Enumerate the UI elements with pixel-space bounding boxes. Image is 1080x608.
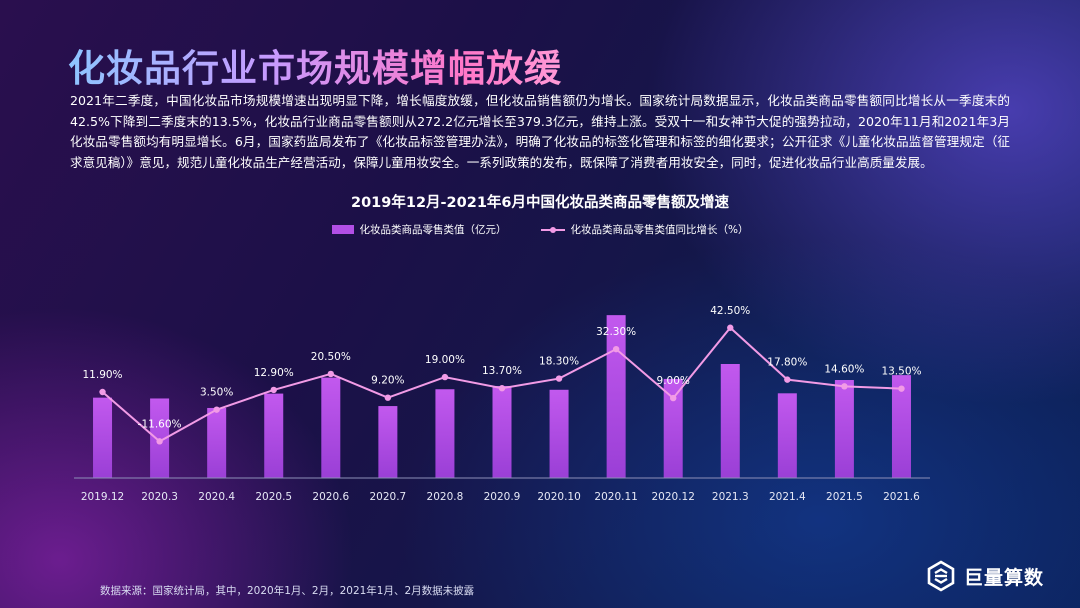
legend-item-bar: 化妆品类商品零售类值（亿元）: [331, 222, 507, 237]
x-tick-2020.7: 2020.7: [369, 491, 406, 503]
growth-label-2021.6: 13.50%: [881, 366, 921, 378]
x-tick-2021.4: 2021.4: [769, 491, 806, 503]
x-tick-2020.6: 2020.6: [312, 491, 349, 503]
legend-line-swatch: [540, 225, 565, 235]
growth-label-2021.5: 14.60%: [824, 363, 864, 375]
legend-bar-label: 化妆品类商品零售类值（亿元）: [359, 224, 507, 236]
x-axis-tick-labels: 2019.12 2020.3 2020.4 2020.5 2020.6 2020.7 202…: [81, 491, 920, 503]
growth-point-2020.4: [213, 406, 220, 413]
bar-2020.9: [492, 385, 512, 478]
brand-logo: 巨量算数: [926, 560, 1044, 592]
x-tick-2020.4: 2020.4: [198, 491, 235, 503]
growth-data-labels: 11.90% -11.60% 3.50% 12.90% 20.50% 9.20% 19.00…: [83, 305, 922, 431]
x-tick-2020.8: 2020.8: [427, 491, 464, 503]
growth-label-2021.4: 17.80%: [767, 357, 807, 369]
growth-label-2020.3: -11.60%: [138, 418, 182, 430]
growth-point-2021.4: [784, 376, 791, 383]
combo-chart: 11.90% -11.60% 3.50% 12.90% 20.50% 9.20% 19.00…: [74, 305, 930, 503]
growth-point-2020.6: [327, 370, 334, 378]
bar-2020.8: [435, 389, 455, 478]
bar-2020.7: [378, 406, 398, 478]
x-tick-2020.3: 2020.3: [141, 491, 178, 503]
growth-point-2021.6: [898, 385, 905, 392]
x-tick-2020.5: 2020.5: [255, 491, 292, 503]
brand-name: 巨量算数: [964, 566, 1045, 589]
bar-2021.3: [720, 364, 740, 478]
bar-2020.11: [606, 315, 626, 478]
growth-point-2020.5: [270, 386, 277, 394]
bar-2021.4: [777, 393, 797, 478]
growth-label-2020.9: 13.70%: [482, 365, 522, 377]
growth-label-2020.6: 20.50%: [311, 351, 351, 363]
growth-point-2020.7: [384, 394, 392, 401]
growth-label-2020.8: 19.00%: [425, 354, 465, 366]
growth-label-2021.3: 42.50%: [710, 305, 750, 317]
x-tick-2020.12: 2020.12: [651, 491, 694, 503]
bar-2020.10: [549, 389, 569, 478]
hexagon-logo-icon: [927, 560, 955, 592]
growth-label-2019.12: 11.90%: [83, 369, 123, 381]
growth-point-2019.12: [99, 388, 106, 396]
legend-bar-swatch: [331, 225, 354, 234]
growth-point-2020.3: [156, 438, 163, 445]
bar-2021.6: [891, 375, 911, 478]
growth-label-2020.11: 32.30%: [596, 326, 636, 338]
bar-2020.4: [207, 407, 227, 478]
growth-point-2020.11: [612, 345, 620, 353]
growth-point-2020.9: [498, 385, 506, 392]
x-tick-2019.12: 2019.12: [81, 491, 124, 503]
growth-label-2020.4: 3.50%: [200, 387, 233, 399]
x-tick-2020.11: 2020.11: [594, 491, 637, 503]
growth-point-2021.3: [727, 324, 734, 331]
intro-paragraph: 2021年二季度，中国化妆品市场规模增速出现明显下降，增长幅度放缓，但化妆品销售…: [70, 93, 1010, 170]
chart-legend: 化妆品类商品零售类值（亿元） 化妆品类商品零售类值同比增长（%）: [0, 222, 1080, 237]
x-tick-2020.9: 2020.9: [484, 491, 521, 503]
x-tick-2021.6: 2021.6: [883, 491, 920, 503]
bar-2021.5: [834, 380, 854, 478]
page-title: 化妆品行业市场规模增幅放缓: [68, 38, 562, 92]
growth-label-2020.7: 9.20%: [371, 375, 404, 387]
bar-2020.6: [321, 377, 341, 478]
growth-label-2020.12: 9.00%: [657, 375, 690, 387]
chart-title: 2019年12月-2021年6月中国化妆品类商品零售额及增速: [351, 195, 729, 211]
growth-point-2020.12: [670, 394, 677, 402]
growth-point-2020.10: [555, 375, 563, 382]
x-tick-2021.3: 2021.3: [712, 491, 749, 503]
bar-2020.12: [663, 378, 683, 478]
growth-label-2020.10: 18.30%: [539, 356, 579, 368]
bar-series: [93, 315, 911, 478]
x-tick-2021.5: 2021.5: [826, 491, 863, 503]
bar-2020.5: [264, 393, 284, 478]
growth-point-2021.5: [841, 383, 848, 390]
growth-points: [99, 324, 905, 445]
bar-2019.12: [93, 397, 113, 478]
growth-point-2020.8: [441, 373, 449, 381]
growth-label-2020.5: 12.90%: [254, 367, 294, 379]
data-source-note: 数据来源：国家统计局，其中，2020年1月、2月，2021年1月、2月数据未披露: [100, 585, 475, 597]
legend-item-line: 化妆品类商品零售类值同比增长（%）: [540, 222, 749, 237]
legend-line-label: 化妆品类商品零售类值同比增长（%）: [570, 224, 749, 236]
x-tick-2020.10: 2020.10: [537, 491, 580, 503]
